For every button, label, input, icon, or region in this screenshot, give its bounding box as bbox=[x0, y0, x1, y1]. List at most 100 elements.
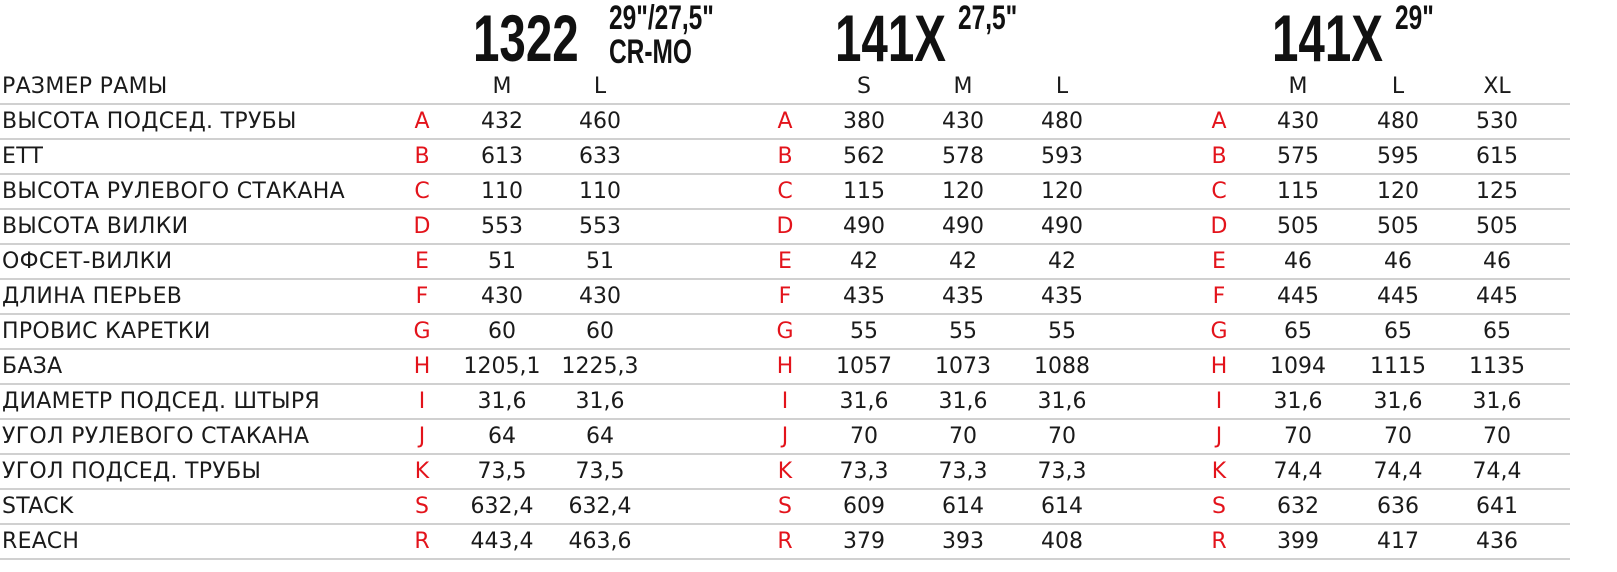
dimension-letter: I bbox=[1215, 389, 1223, 414]
dimension-letter: F bbox=[1212, 284, 1226, 309]
dimension-letter: A bbox=[1211, 109, 1227, 134]
dimension-letter: R bbox=[777, 529, 793, 554]
model-title-1322: 1322 bbox=[473, 1, 579, 75]
table-row: ДЛИНА ПЕРЬЕВ F 430 430 F 435 435 435 F 445 445 445 bbox=[0, 280, 1570, 315]
dimension-letter: H bbox=[776, 354, 794, 379]
dimension-letter: R bbox=[414, 529, 430, 554]
value-cell: 417 bbox=[1377, 529, 1419, 554]
value-cell: 1088 bbox=[1034, 354, 1090, 379]
value-cell: 430 bbox=[481, 284, 523, 309]
value-cell: 435 bbox=[1041, 284, 1083, 309]
size-header: L bbox=[1055, 74, 1069, 99]
row-label: ВЫСОТА РУЛЕВОГО СТАКАНА bbox=[2, 179, 345, 204]
value-cell: 436 bbox=[1476, 529, 1518, 554]
value-cell: 46 bbox=[1284, 249, 1312, 274]
value-cell: 380 bbox=[843, 109, 885, 134]
value-cell: 110 bbox=[481, 179, 523, 204]
value-cell: 55 bbox=[850, 319, 878, 344]
dimension-letter: F bbox=[778, 284, 792, 309]
value-cell: 432 bbox=[481, 109, 523, 134]
row-label: УГОЛ ПОДСЕД. ТРУБЫ bbox=[2, 459, 262, 484]
model-subtitle-141x-275: 27,5" bbox=[958, 0, 1018, 37]
dimension-letter: I bbox=[418, 389, 426, 414]
value-cell: 70 bbox=[1284, 424, 1312, 449]
model-title-141x-275: 141X bbox=[835, 1, 946, 75]
table-row: ОФСЕТ-ВИЛКИ E 51 51 E 42 42 42 E 46 46 46 bbox=[0, 245, 1570, 280]
dimension-letter: G bbox=[776, 319, 794, 344]
row-label: ДИАМЕТР ПОДСЕД. ШТЫРЯ bbox=[2, 389, 320, 414]
dimension-letter: D bbox=[1210, 214, 1228, 239]
value-cell: 460 bbox=[579, 109, 621, 134]
value-cell: 595 bbox=[1377, 144, 1419, 169]
value-cell: 578 bbox=[942, 144, 984, 169]
size-header: M bbox=[1288, 74, 1308, 99]
value-cell: 64 bbox=[586, 424, 614, 449]
table-row: ПРОВИС КАРЕТКИ G 60 60 G 55 55 55 G 65 65 65 bbox=[0, 315, 1570, 350]
value-cell: 1094 bbox=[1270, 354, 1326, 379]
row-label: ДЛИНА ПЕРЬЕВ bbox=[2, 284, 183, 309]
header-label: РАЗМЕР РАМЫ bbox=[2, 74, 168, 99]
value-cell: 60 bbox=[586, 319, 614, 344]
value-cell: 73,3 bbox=[839, 459, 889, 484]
table-row: ДИАМЕТР ПОДСЕД. ШТЫРЯ I 31,6 31,6 I 31,6 31,6 3… bbox=[0, 385, 1570, 420]
dimension-letter: D bbox=[776, 214, 794, 239]
dimension-letter: S bbox=[778, 494, 792, 519]
value-cell: 1073 bbox=[935, 354, 991, 379]
size-header: S bbox=[857, 74, 871, 99]
value-cell: 65 bbox=[1384, 319, 1412, 344]
value-cell: 505 bbox=[1277, 214, 1319, 239]
value-cell: 120 bbox=[942, 179, 984, 204]
value-cell: 435 bbox=[942, 284, 984, 309]
dimension-letter: A bbox=[414, 109, 430, 134]
value-cell: 408 bbox=[1041, 529, 1083, 554]
row-label: ПРОВИС КАРЕТКИ bbox=[2, 319, 211, 344]
value-cell: 480 bbox=[1377, 109, 1419, 134]
row-label: REACH bbox=[2, 529, 80, 554]
value-cell: 490 bbox=[1041, 214, 1083, 239]
value-cell: 445 bbox=[1377, 284, 1419, 309]
dimension-letter: H bbox=[1210, 354, 1228, 379]
dimension-letter: G bbox=[413, 319, 431, 344]
dimension-letter: E bbox=[415, 249, 429, 274]
value-cell: 64 bbox=[488, 424, 516, 449]
value-cell: 31,6 bbox=[938, 389, 988, 414]
table-row: ETT B 613 633 B 562 578 593 B 575 595 615 bbox=[0, 140, 1570, 175]
value-cell: 430 bbox=[942, 109, 984, 134]
value-cell: 31,6 bbox=[1273, 389, 1323, 414]
value-cell: 31,6 bbox=[1373, 389, 1423, 414]
value-cell: 641 bbox=[1476, 494, 1518, 519]
value-cell: 435 bbox=[843, 284, 885, 309]
value-cell: 42 bbox=[850, 249, 878, 274]
dimension-letter: B bbox=[777, 144, 793, 169]
dimension-letter: G bbox=[1210, 319, 1228, 344]
value-cell: 70 bbox=[1048, 424, 1076, 449]
value-cell: 70 bbox=[949, 424, 977, 449]
row-label: ВЫСОТА ВИЛКИ bbox=[2, 214, 189, 239]
size-header: XL bbox=[1483, 74, 1511, 99]
value-cell: 614 bbox=[942, 494, 984, 519]
dimension-letter: E bbox=[778, 249, 792, 274]
size-header: L bbox=[593, 74, 607, 99]
model-material-1322: CR-MO bbox=[609, 33, 692, 71]
value-cell: 614 bbox=[1041, 494, 1083, 519]
dimension-letter: C bbox=[777, 179, 793, 204]
value-cell: 1115 bbox=[1370, 354, 1426, 379]
value-cell: 553 bbox=[481, 214, 523, 239]
size-header: L bbox=[1391, 74, 1405, 99]
value-cell: 615 bbox=[1476, 144, 1518, 169]
value-cell: 74,4 bbox=[1472, 459, 1522, 484]
value-cell: 31,6 bbox=[575, 389, 625, 414]
dimension-letter: E bbox=[1212, 249, 1226, 274]
value-cell: 379 bbox=[843, 529, 885, 554]
value-cell: 51 bbox=[586, 249, 614, 274]
value-cell: 31,6 bbox=[839, 389, 889, 414]
size-header: M bbox=[492, 74, 512, 99]
value-cell: 490 bbox=[942, 214, 984, 239]
dimension-letter: J bbox=[418, 424, 426, 449]
row-label: ВЫСОТА ПОДСЕД. ТРУБЫ bbox=[2, 109, 297, 134]
value-cell: 1135 bbox=[1469, 354, 1525, 379]
value-cell: 445 bbox=[1277, 284, 1319, 309]
value-cell: 399 bbox=[1277, 529, 1319, 554]
table-row: ВЫСОТА РУЛЕВОГО СТАКАНА C 110 110 C 115 120 120… bbox=[0, 175, 1570, 210]
value-cell: 1225,3 bbox=[561, 354, 639, 379]
